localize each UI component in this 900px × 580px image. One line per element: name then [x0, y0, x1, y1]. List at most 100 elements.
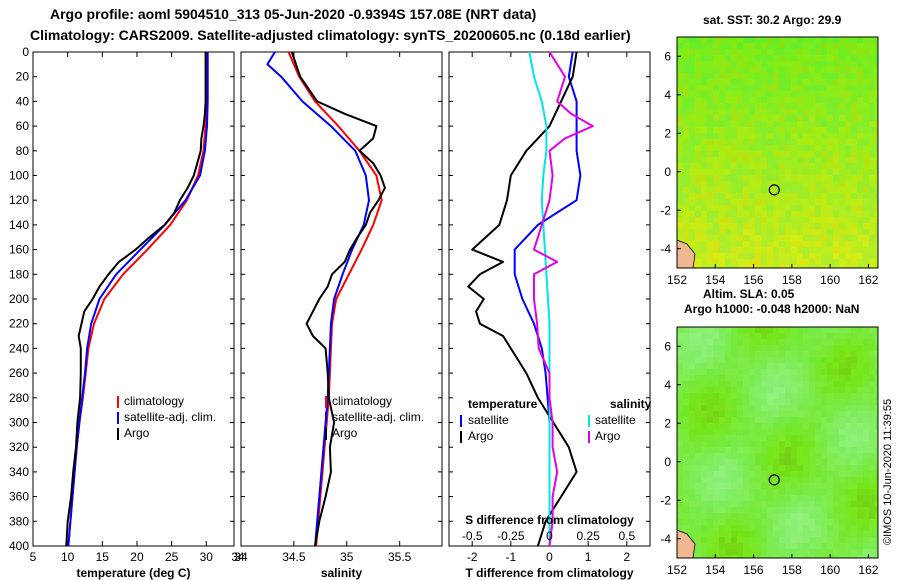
map-cell: [713, 387, 719, 393]
map-cell: [773, 55, 779, 61]
map-cell: [815, 61, 821, 67]
map-cell: [737, 127, 743, 133]
map-cell: [767, 411, 773, 417]
map-cell: [731, 97, 737, 103]
map-cell: [833, 235, 839, 241]
map-cell: [863, 351, 869, 357]
map-cell: [743, 435, 749, 441]
map-cell: [791, 351, 797, 357]
map-cell: [791, 459, 797, 465]
map-cell: [851, 423, 857, 429]
map-cell: [803, 259, 809, 265]
map-cell: [701, 435, 707, 441]
map-cell: [869, 483, 875, 489]
map-cell: [809, 247, 815, 253]
map-cell: [773, 537, 779, 543]
map-cell: [701, 423, 707, 429]
map-cell: [713, 513, 719, 519]
map-cell: [797, 187, 803, 193]
map-cell: [869, 411, 875, 417]
map-cell: [857, 357, 863, 363]
map-cell: [773, 465, 779, 471]
map-cell: [683, 55, 689, 61]
map-cell: [785, 121, 791, 127]
map-cell: [863, 447, 869, 453]
map-cell: [797, 495, 803, 501]
map-cell: [785, 411, 791, 417]
map-cell: [683, 133, 689, 139]
map-cell: [689, 163, 695, 169]
map-cell: [827, 247, 833, 253]
map-cell: [845, 411, 851, 417]
map-cell: [731, 181, 737, 187]
map-cell: [701, 121, 707, 127]
map-cell: [845, 453, 851, 459]
map-cell: [845, 67, 851, 73]
map-cell: [779, 133, 785, 139]
map-cell: [875, 543, 878, 549]
map-cell: [689, 127, 695, 133]
map-cell: [827, 537, 833, 543]
map-cell: [761, 181, 767, 187]
map-cell: [773, 241, 779, 247]
map-cell: [719, 549, 725, 555]
map-cell: [845, 73, 851, 79]
map-cell: [719, 265, 725, 268]
map-cell: [683, 495, 689, 501]
map-cell: [719, 345, 725, 351]
map-cell: [797, 259, 803, 265]
map-cell: [785, 109, 791, 115]
map-cell: [755, 375, 761, 381]
map-cell: [815, 483, 821, 489]
map-cell: [731, 229, 737, 235]
map-cell: [731, 477, 737, 483]
map-cell: [731, 187, 737, 193]
map-cell: [761, 169, 767, 175]
map-cell: [815, 423, 821, 429]
map-cell: [689, 157, 695, 163]
map-cell: [797, 435, 803, 441]
map-cell: [821, 543, 827, 549]
map-cell: [857, 85, 863, 91]
map-cell: [719, 507, 725, 513]
map-cell: [797, 169, 803, 175]
map-cell: [761, 339, 767, 345]
map-cell: [785, 235, 791, 241]
map-cell: [839, 49, 845, 55]
map-cell: [839, 531, 845, 537]
map-cell: [689, 97, 695, 103]
map-cell: [683, 139, 689, 145]
plot-frame-temperature: [32, 51, 235, 547]
map-cell: [743, 381, 749, 387]
map-cell: [845, 163, 851, 169]
map-cell: [869, 537, 875, 543]
map-cell: [749, 429, 755, 435]
map-cell: [767, 381, 773, 387]
map-cell: [701, 429, 707, 435]
map-cell: [797, 91, 803, 97]
map-xtick-label: 154: [705, 273, 725, 287]
map-cell: [791, 423, 797, 429]
map-cell: [797, 73, 803, 79]
map-cell: [773, 351, 779, 357]
map-cell: [833, 37, 839, 43]
map-cell: [839, 169, 845, 175]
map-cell: [719, 429, 725, 435]
map-cell: [791, 381, 797, 387]
map-cell: [737, 417, 743, 423]
map-cell: [713, 471, 719, 477]
map-cell: [821, 411, 827, 417]
map-cell: [695, 259, 701, 265]
map-cell: [695, 37, 701, 43]
map-cell: [821, 67, 827, 73]
map-cell: [683, 369, 689, 375]
map-cell: [827, 339, 833, 345]
map-cell: [737, 133, 743, 139]
map-cell: [743, 73, 749, 79]
map-cell: [863, 459, 869, 465]
map-cell: [683, 217, 689, 223]
map-cell: [863, 187, 869, 193]
map-cell: [809, 79, 815, 85]
map-cell: [689, 235, 695, 241]
map-cell: [701, 67, 707, 73]
